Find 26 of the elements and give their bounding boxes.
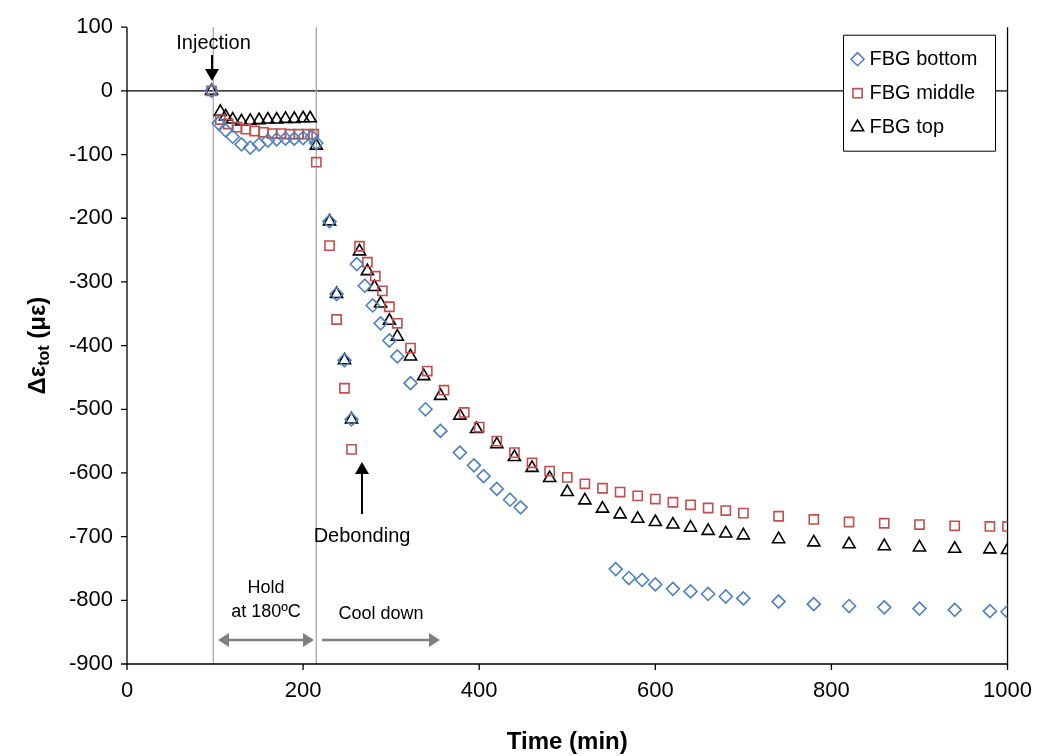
legend-label: FBG middle (869, 80, 976, 103)
legend-label: FBG top (869, 114, 945, 137)
y-tick-label: -400 (68, 331, 113, 357)
y-tick-label: -500 (68, 395, 113, 421)
legend-label: FBG bottom (869, 46, 978, 69)
y-axis-title: Δεtot (με) (22, 296, 53, 395)
y-tick-label: -600 (68, 459, 113, 485)
x-tick-label: 800 (813, 677, 850, 703)
x-tick-label: 200 (284, 677, 322, 703)
y-tick-label: -800 (68, 586, 113, 612)
x-tick-label: 600 (636, 677, 674, 703)
y-tick-label: -100 (68, 140, 113, 166)
y-tick-label: -300 (68, 267, 113, 293)
y-tick-label: 100 (76, 13, 113, 39)
x-tick-label: 1000 (983, 677, 1033, 703)
y-tick-label: -700 (68, 522, 113, 548)
x-axis-title: Time (min) (506, 726, 628, 754)
annotation: Injection (176, 30, 251, 53)
x-tick-label: 0 (120, 677, 134, 703)
y-tick-label: -200 (68, 204, 113, 230)
annotation: Debonding (313, 524, 411, 546)
annotation: Cool down (338, 603, 424, 623)
annotation: Hold at 180ºC (231, 577, 301, 621)
y-tick-label: 0 (100, 76, 113, 102)
x-tick-label: 400 (460, 677, 498, 703)
y-tick-label: -900 (68, 650, 113, 676)
